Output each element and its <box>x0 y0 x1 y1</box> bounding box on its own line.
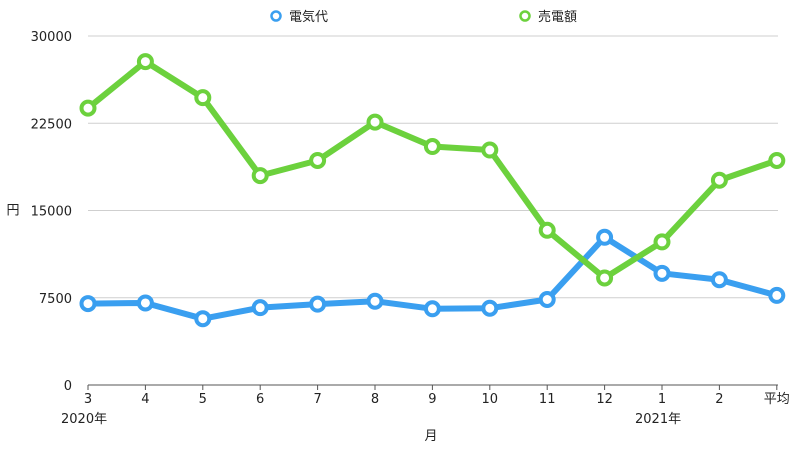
legend-item: 売電額 <box>519 9 577 25</box>
series-1 <box>79 228 786 328</box>
x-tick-label: 3 <box>84 392 92 407</box>
data-point <box>194 89 212 107</box>
data-point <box>481 299 499 317</box>
data-point <box>653 264 671 282</box>
y-tick-label: 7500 <box>39 292 72 307</box>
legend-label: 売電額 <box>538 9 577 25</box>
y-tick-labels: 0 7500 15000 22500 30000 <box>31 30 72 394</box>
data-point <box>423 300 441 318</box>
data-point <box>309 151 327 169</box>
x-tick-label: 6 <box>256 392 264 407</box>
legend-label: 電気代 <box>289 9 328 25</box>
data-point <box>538 290 556 308</box>
x-tick-label: 4 <box>141 392 149 407</box>
legend-marker-icon <box>270 10 282 22</box>
legend-marker-icon <box>519 10 531 22</box>
data-point <box>710 171 728 189</box>
x-axis-label: 月 <box>424 429 437 444</box>
x-tick-label: 1 <box>658 392 666 407</box>
y-axis-label: 円 <box>6 204 19 219</box>
y-tick-label: 22500 <box>31 117 72 132</box>
legend-item: 電気代 <box>270 9 328 25</box>
grid-lines <box>88 35 778 386</box>
x-tick-label: 7 <box>313 392 321 407</box>
data-point <box>481 141 499 159</box>
data-point <box>768 151 786 169</box>
data-point <box>366 292 384 310</box>
x-tick-sublabel: 2020年 <box>61 412 107 427</box>
series-line <box>85 58 780 281</box>
data-point <box>653 233 671 251</box>
x-tick-label: 8 <box>371 392 379 407</box>
y-tick-label: 30000 <box>31 30 72 45</box>
data-point <box>251 299 269 317</box>
x-tick-label: 5 <box>199 392 207 407</box>
data-point <box>309 295 327 313</box>
data-point <box>710 271 728 289</box>
legend: 電気代 売電額 <box>270 9 577 25</box>
x-tick-sublabel: 2021年 <box>635 412 681 427</box>
data-point <box>596 228 614 246</box>
data-point <box>423 138 441 156</box>
data-point <box>538 221 556 239</box>
data-point <box>251 167 269 185</box>
data-point <box>768 286 786 304</box>
data-point <box>79 295 97 313</box>
data-point <box>79 99 97 117</box>
data-point <box>596 269 614 287</box>
y-tick-label: 0 <box>64 379 72 394</box>
data-point <box>194 310 212 328</box>
x-tick-label: 9 <box>428 392 436 407</box>
x-tick-label: 11 <box>539 392 556 407</box>
x-tick-label: 2 <box>715 392 723 407</box>
x-tick-label: 12 <box>596 392 613 407</box>
series-lines <box>79 53 786 328</box>
data-point <box>136 294 154 312</box>
x-tick-label: 平均 <box>764 392 790 407</box>
data-point <box>366 113 384 131</box>
series-2 <box>79 53 786 287</box>
y-tick-label: 15000 <box>31 205 72 220</box>
data-point <box>136 53 154 71</box>
x-tick-label: 10 <box>482 392 499 407</box>
